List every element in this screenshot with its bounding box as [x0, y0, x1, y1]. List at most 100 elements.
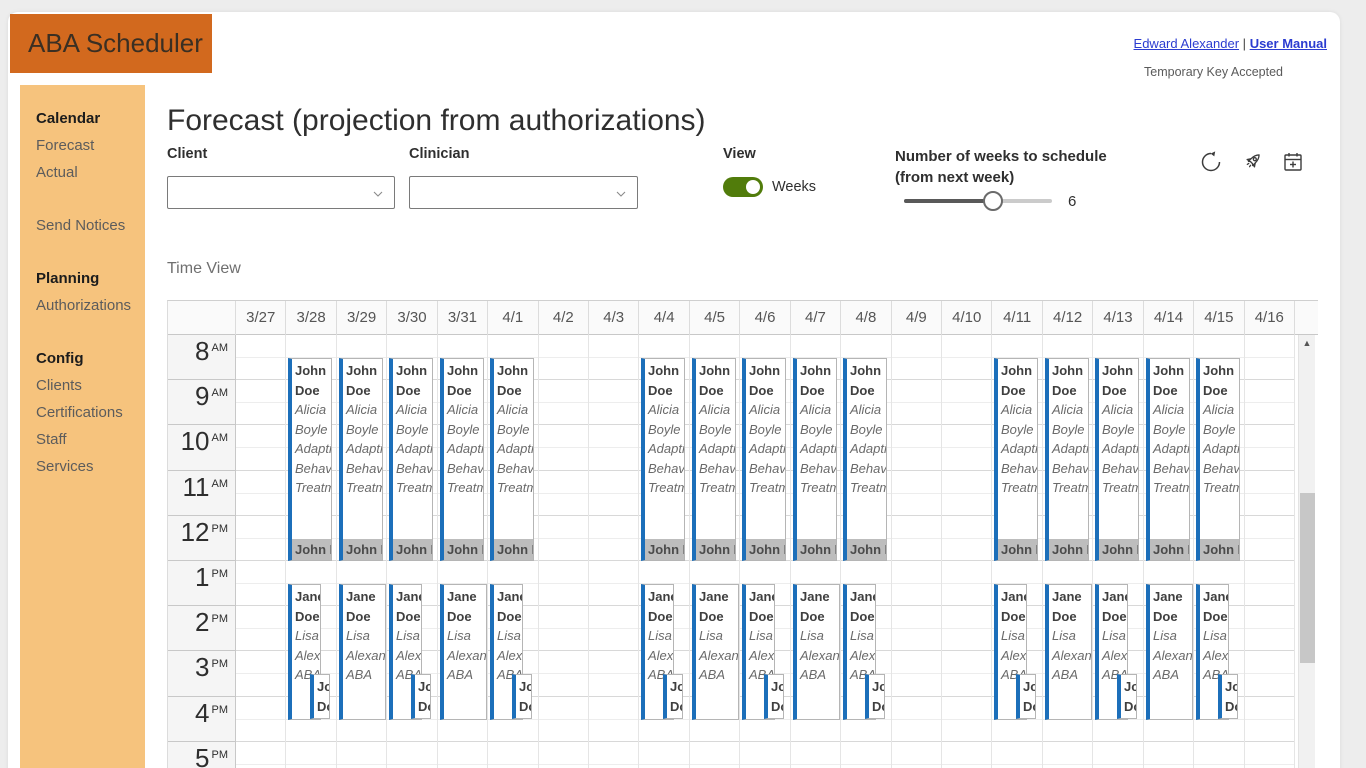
date-header: 3/31	[438, 301, 489, 335]
weeks-slider[interactable]	[904, 191, 1052, 211]
event-detail: Adaptive Behavior Treatment	[447, 441, 484, 495]
view-toggle[interactable]	[723, 177, 763, 197]
time-label: 12 PM	[168, 515, 236, 561]
event-overlap-bar[interactable]: John Doe	[797, 539, 836, 560]
event-overlap-bar[interactable]: John Doe	[1099, 539, 1138, 560]
event-detail: Adaptive Behavior Treatment	[699, 441, 736, 495]
event-detail: Alicia Boyle	[295, 402, 328, 437]
event-card-morning[interactable]: John Doe Alicia Boyle Adaptive Behavior Tr…	[389, 358, 433, 561]
event-card-morning[interactable]: John Doe Alicia Boyle Adaptive Behavior Tr…	[692, 358, 736, 561]
event-overlap-bar[interactable]: John Doe	[1200, 539, 1239, 560]
sidebar-item-certifications[interactable]: Certifications	[36, 404, 123, 421]
event-detail: Alicia Boyle	[699, 402, 732, 437]
client-dropdown[interactable]	[167, 176, 395, 209]
event-overlap-bar[interactable]: John Doe	[998, 539, 1037, 560]
event-detail: Adaptive Behavior Treatment	[648, 441, 685, 495]
sidebar-item-calendar[interactable]: Calendar	[36, 110, 101, 127]
event-overlap-bar[interactable]: John Doe	[847, 539, 886, 560]
sidebar-item-clients[interactable]: Clients	[36, 377, 82, 394]
event-card-morning[interactable]: John Doe Alicia Boyle Adaptive Behavior Tr…	[288, 358, 332, 561]
event-card-late[interactable]: John Doe	[1016, 674, 1036, 719]
sidebar-item-forecast[interactable]: Forecast	[36, 137, 95, 154]
event-card-morning[interactable]: John Doe Alicia Boyle Adaptive Behavior Tr…	[994, 358, 1038, 561]
event-client-name: Jane Doe	[648, 589, 673, 624]
event-card-late[interactable]: John Doe	[865, 674, 885, 719]
refresh-button[interactable]	[1199, 150, 1223, 174]
sidebar-item-services[interactable]: Services	[36, 458, 94, 475]
event-detail: ABA	[699, 667, 726, 682]
event-card-morning[interactable]: John Doe Alicia Boyle Adaptive Behavior Tr…	[339, 358, 383, 561]
scrollbar-thumb[interactable]	[1300, 493, 1315, 663]
time-hour: 10	[180, 426, 210, 457]
event-detail: Adaptive Behavior Treatment	[1102, 441, 1139, 495]
event-overlap-bar[interactable]: John Doe	[393, 539, 432, 560]
sidebar-item-send-notices[interactable]: Send Notices	[36, 217, 126, 234]
event-card-morning[interactable]: John Doe Alicia Boyle Adaptive Behavior Tr…	[490, 358, 534, 561]
scroll-up-button[interactable]: ▲	[1302, 338, 1312, 348]
column-separator	[790, 335, 791, 768]
refresh-icon	[1201, 151, 1221, 172]
event-card-morning[interactable]: John Doe Alicia Boyle Adaptive Behavior Tr…	[641, 358, 685, 561]
event-overlap-bar[interactable]: John Doe	[1049, 539, 1088, 560]
event-card-morning[interactable]: John Doe Alicia Boyle Adaptive Behavior Tr…	[843, 358, 887, 561]
weeks-value: 6	[1068, 193, 1077, 210]
add-event-icon	[1284, 153, 1302, 171]
event-card-late[interactable]: John Doe	[1117, 674, 1137, 719]
date-header: 4/10	[942, 301, 993, 335]
slider-thumb[interactable]	[982, 191, 1003, 211]
event-card-late[interactable]: John Doe	[310, 674, 330, 719]
event-overlap-bar[interactable]: John Doe	[1150, 539, 1189, 560]
event-client-name: John Doe	[648, 363, 680, 398]
sidebar-item-staff[interactable]: Staff	[36, 431, 67, 448]
event-client-name: John Doe	[346, 363, 378, 398]
event-overlap-bar[interactable]: John Doe	[444, 539, 483, 560]
event-detail: Lisa Alexander	[447, 628, 487, 663]
event-overlap-bar[interactable]: John Doe	[746, 539, 785, 560]
event-card-morning[interactable]: John Doe Alicia Boyle Adaptive Behavior Tr…	[793, 358, 837, 561]
event-card-morning[interactable]: John Doe Alicia Boyle Adaptive Behavior Tr…	[440, 358, 484, 561]
event-card-morning[interactable]: John Doe Alicia Boyle Adaptive Behavior Tr…	[1095, 358, 1139, 561]
event-overlap-bar[interactable]: John Doe	[343, 539, 382, 560]
time-gutter-header	[168, 301, 236, 335]
event-overlap-bar[interactable]: John Doe	[292, 539, 331, 560]
sidebar-item-config[interactable]: Config	[36, 350, 84, 367]
add-to-calendar-button[interactable]	[1281, 150, 1305, 174]
sidebar-item-planning[interactable]: Planning	[36, 270, 100, 287]
event-card-morning[interactable]: John Doe Alicia Boyle Adaptive Behavior Tr…	[1146, 358, 1190, 561]
event-card-late[interactable]: John Doe	[411, 674, 431, 719]
user-account-link[interactable]: Edward Alexander	[1133, 36, 1240, 51]
column-separator	[1294, 335, 1295, 768]
event-detail: Lisa Alexander	[346, 628, 386, 663]
user-manual-link[interactable]: User Manual	[1249, 36, 1327, 51]
clinician-dropdown[interactable]	[409, 176, 638, 209]
event-card-late[interactable]: John Doe	[1218, 674, 1238, 719]
event-card-morning[interactable]: John Doe Alicia Boyle Adaptive Behavior Tr…	[1045, 358, 1089, 561]
event-overlap-bar[interactable]: John Doe	[696, 539, 735, 560]
generate-schedule-button[interactable]	[1240, 150, 1264, 174]
event-card-morning[interactable]: John Doe Alicia Boyle Adaptive Behavior Tr…	[742, 358, 786, 561]
column-separator	[386, 335, 387, 768]
event-card-morning[interactable]: John Doe Alicia Boyle Adaptive Behavior Tr…	[1196, 358, 1240, 561]
event-card-late[interactable]: John Doe	[512, 674, 532, 719]
column-separator	[638, 335, 639, 768]
hour-row	[236, 742, 1295, 768]
event-card-late[interactable]: John Doe	[663, 674, 683, 719]
event-detail: Alicia Boyle	[447, 402, 480, 437]
column-separator	[891, 335, 892, 768]
event-overlap-bar[interactable]: John Doe	[645, 539, 684, 560]
vertical-scrollbar[interactable]: ▲	[1298, 335, 1315, 768]
column-separator	[1193, 335, 1194, 768]
sidebar-item-authorizations[interactable]: Authorizations	[36, 297, 132, 314]
sidebar-item-actual[interactable]: Actual	[36, 164, 78, 181]
event-card-late[interactable]: John Doe	[764, 674, 784, 719]
event-overlap-bar[interactable]: John Doe	[494, 539, 533, 560]
date-header: 4/6	[740, 301, 791, 335]
